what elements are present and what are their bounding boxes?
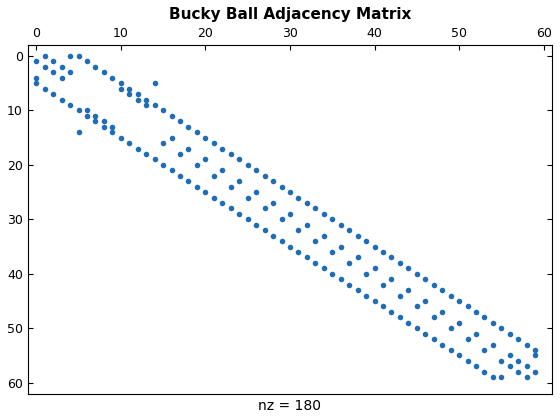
X-axis label: nz = 180: nz = 180	[259, 399, 321, 413]
Title: Bucky Ball Adjacency Matrix: Bucky Ball Adjacency Matrix	[169, 7, 411, 22]
